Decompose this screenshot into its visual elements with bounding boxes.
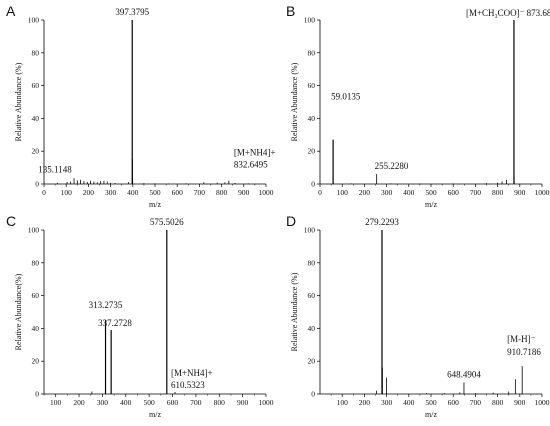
peak-label: 648.4904 <box>447 370 481 380</box>
panel-d: D 100 200 300 400 500 600 700 800 900 1000 0 20 40 60 8… <box>286 213 550 419</box>
peak-label: [M+NH4]+ <box>171 368 213 378</box>
y-tick-label: 60 <box>32 291 40 300</box>
y-tick-label: 40 <box>308 114 316 123</box>
y-tick-label: 60 <box>32 81 40 90</box>
x-axis-title: m/z <box>149 200 161 209</box>
x-tick-label: 300 <box>381 398 393 407</box>
x-tick-label: 900 <box>514 398 526 407</box>
y-tick-label: 100 <box>304 226 316 235</box>
x-tick-label: 400 <box>120 398 132 407</box>
y-tick-label: 40 <box>32 324 40 333</box>
x-tick-label: 100 <box>337 398 349 407</box>
x-axis-title: m/z <box>425 200 437 209</box>
panel-letter: C <box>6 213 16 229</box>
x-tick-label: 1000 <box>259 398 274 407</box>
y-tick-label: 0 <box>35 180 39 189</box>
y-tick-label: 0 <box>35 390 39 399</box>
panel-c: C 100 200 300 400 500 600 700 800 900 1000 0 20 40 60 8… <box>6 213 274 419</box>
y-tick-label: 80 <box>32 48 40 57</box>
x-tick-label: 300 <box>97 398 109 407</box>
x-axis-title: m/z <box>425 410 437 419</box>
y-tick-label: 100 <box>304 16 316 25</box>
y-tick-label: 80 <box>308 258 316 267</box>
y-tick-label: 100 <box>28 226 40 235</box>
x-tick-label: 500 <box>425 188 437 197</box>
peak-label: 337.2728 <box>98 318 132 328</box>
peak-label: 135.1148 <box>38 164 72 174</box>
peak-label: [M+CH₃COO]⁻ 873.6855 <box>466 8 550 18</box>
peak-label: 575.5026 <box>150 217 184 227</box>
y-axis-title: Relative Abundance(%) <box>14 273 23 350</box>
y-tick-label: 20 <box>308 147 316 156</box>
x-tick-label: 600 <box>167 398 179 407</box>
y-axis-title: Relative Abundance (%) <box>290 62 299 141</box>
y-tick-label: 20 <box>32 147 40 156</box>
y-tick-label: 0 <box>311 390 315 399</box>
x-tick-label: 700 <box>470 188 482 197</box>
y-tick-label: 0 <box>311 180 315 189</box>
x-tick-label: 300 <box>105 188 117 197</box>
y-axis-title: Relative Abundance (%) <box>14 62 23 141</box>
x-tick-label: 900 <box>514 188 526 197</box>
y-tick-label: 20 <box>32 357 40 366</box>
y-tick-label: 20 <box>308 357 316 366</box>
y-tick-label: 80 <box>308 48 316 57</box>
x-tick-label: 700 <box>470 398 482 407</box>
y-tick-label: 40 <box>32 114 40 123</box>
x-tick-label: 900 <box>238 188 250 197</box>
x-tick-label: 800 <box>214 398 226 407</box>
x-tick-label: 200 <box>83 188 95 197</box>
peak-label: 313.2735 <box>89 300 123 310</box>
panel-letter: B <box>286 3 295 19</box>
x-tick-label: 800 <box>492 398 504 407</box>
x-tick-label: 500 <box>149 188 161 197</box>
x-tick-label: 100 <box>50 398 62 407</box>
peak-label: 610.5323 <box>171 380 205 390</box>
panel-letter: D <box>286 213 296 229</box>
x-tick-label: 200 <box>73 398 85 407</box>
panel-b: B 0 100 200 300 400 500 600 700 800 900 1000 0 20 40 60… <box>286 3 550 209</box>
x-tick-label: 200 <box>359 398 371 407</box>
peak-label: 397.3795 <box>115 7 149 17</box>
peak-label: 832.6495 <box>234 160 268 170</box>
y-axis-title: Relative Abundance (%) <box>290 272 299 351</box>
y-tick-label: 100 <box>28 16 40 25</box>
x-tick-label: 500 <box>144 398 156 407</box>
x-tick-label: 1000 <box>535 188 550 197</box>
panel-letter: A <box>6 3 16 19</box>
peak-label: 255.2280 <box>375 161 409 171</box>
x-tick-label: 200 <box>359 188 371 197</box>
peak-label: [M-H]⁻ <box>507 334 535 344</box>
x-tick-label: 400 <box>403 188 415 197</box>
x-tick-label: 700 <box>194 188 206 197</box>
x-tick-label: 0 <box>42 188 46 197</box>
x-tick-label: 800 <box>492 188 504 197</box>
x-tick-label: 400 <box>403 398 415 407</box>
peak-label: 910.7186 <box>507 347 541 357</box>
y-tick-label: 80 <box>32 258 40 267</box>
x-tick-label: 1000 <box>535 398 550 407</box>
x-tick-label: 900 <box>237 398 249 407</box>
x-tick-label: 100 <box>337 188 349 197</box>
peak-label: 59.0135 <box>331 92 361 102</box>
x-tick-label: 600 <box>172 188 184 197</box>
y-tick-label: 60 <box>308 291 316 300</box>
x-tick-label: 400 <box>127 188 139 197</box>
y-tick-label: 60 <box>308 81 316 90</box>
x-tick-label: 300 <box>381 188 393 197</box>
x-axis-title: m/z <box>149 410 161 419</box>
x-tick-label: 600 <box>448 398 460 407</box>
x-tick-label: 1000 <box>259 188 274 197</box>
x-tick-label: 600 <box>448 188 460 197</box>
peak-label: 279.2293 <box>365 217 399 227</box>
x-tick-label: 700 <box>190 398 202 407</box>
x-tick-label: 500 <box>425 398 437 407</box>
y-tick-label: 40 <box>308 324 316 333</box>
x-tick-label: 0 <box>318 188 322 197</box>
panel-a: A 0 100 200 300 400 500 600 700 800 900 1000 0 20 40 60… <box>6 3 276 209</box>
peak-label: [M+NH4]+ <box>234 148 276 158</box>
x-tick-label: 800 <box>216 188 228 197</box>
x-tick-label: 100 <box>61 188 73 197</box>
